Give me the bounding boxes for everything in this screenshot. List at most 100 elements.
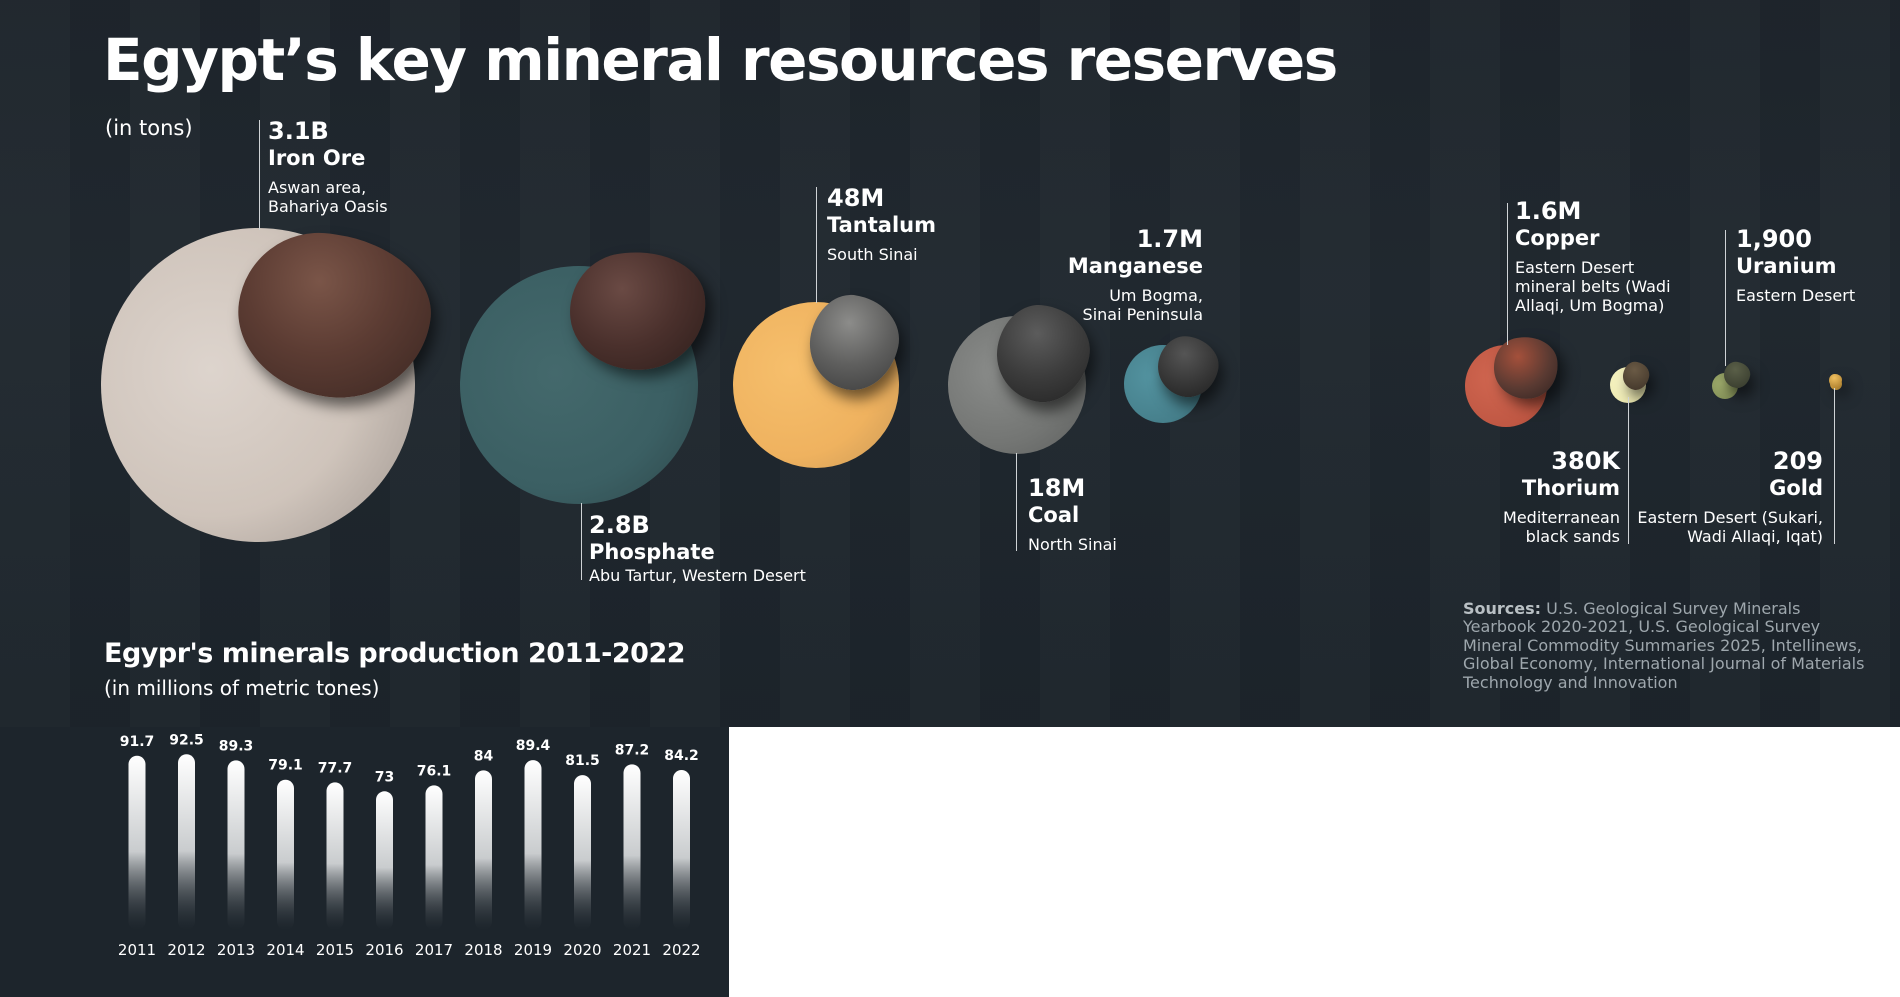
gold-rock (1829, 374, 1842, 387)
x-tick-label: 2016 (365, 941, 403, 959)
bar-2018 (475, 770, 492, 930)
x-tick-label: 2011 (118, 941, 156, 959)
uranium-location-line: Eastern Desert (1736, 285, 1856, 305)
iron-ore-location-line: Aswan area, (268, 177, 367, 197)
bar-2016 (376, 791, 393, 930)
bar-value-label: 76.1 (417, 763, 452, 779)
x-tick-label: 2022 (662, 941, 700, 959)
tantalum-name: Tantalum (827, 212, 936, 237)
coal-leader (1016, 453, 1017, 551)
copper-name: Copper (1515, 225, 1600, 250)
x-tick-label: 2021 (613, 941, 651, 959)
coal-value: 18M (1028, 474, 1086, 502)
x-tick-label: 2014 (266, 941, 304, 959)
background-bottom (0, 727, 729, 997)
manganese-label: 1.7M Manganese Um Bogma, Sinai Peninsula (1067, 225, 1203, 324)
bar-2019 (524, 760, 542, 930)
bar-value-label: 87.2 (615, 742, 650, 758)
uranium-label: 1,900 Uranium Eastern Desert (1736, 225, 1855, 305)
sources-label: Sources: (1463, 599, 1542, 618)
x-tick-label: 2015 (316, 941, 354, 959)
phosphate-label: 2.8B Phosphate Abu Tartur, Western Deser… (589, 511, 806, 585)
thorium-leader (1628, 397, 1629, 544)
gold-location-line: Eastern Desert (Sukari, (1637, 507, 1823, 527)
manganese-location-line: Sinai Peninsula (1082, 304, 1203, 324)
bar-value-label: 84 (474, 748, 494, 764)
uranium-leader (1725, 230, 1726, 366)
phosphate-location-line: Abu Tartur, Western Desert (589, 565, 806, 585)
bar-value-label: 79.1 (268, 758, 303, 774)
x-tick-label: 2012 (167, 941, 205, 959)
bar-value-label: 91.7 (120, 734, 155, 750)
bar-2012 (178, 754, 195, 930)
bar-value-label: 81.5 (565, 753, 600, 769)
phosphate-value: 2.8B (589, 511, 650, 539)
manganese-name: Manganese (1067, 253, 1203, 278)
sources-text: U.S. Geological Survey Minerals Yearbook… (1463, 599, 1865, 692)
iron-ore-label: 3.1B Iron Ore Aswan area, Bahariya Oasis (268, 117, 388, 216)
bar-2015 (326, 782, 344, 930)
uranium-location: Eastern Desert (1736, 286, 1855, 305)
iron-ore-location-line: Bahariya Oasis (268, 196, 388, 216)
bar-value-label: 92.5 (169, 732, 204, 748)
manganese-value: 1.7M (1136, 225, 1203, 253)
gold-label: 209 Gold Eastern Desert (Sukari, Wadi Al… (1637, 447, 1823, 546)
coal-name: Coal (1028, 502, 1080, 527)
bar-value-label: 73 (375, 769, 394, 785)
tantalum-leader (816, 187, 817, 303)
thorium-name: Thorium (1521, 475, 1620, 500)
copper-label: 1.6M Copper Eastern Desert mineral belts… (1515, 197, 1671, 316)
copper-leader (1507, 203, 1508, 345)
gold-location-line: Wadi Allaqi, Iqat) (1687, 526, 1823, 546)
bar-value-label: 84.2 (664, 748, 699, 764)
reserves-unit: (in tons) (105, 116, 193, 140)
thorium-location: Mediterranean black sands (1503, 508, 1620, 546)
thorium-value: 380K (1551, 447, 1620, 475)
coal-location-line: North Sinai (1028, 534, 1117, 554)
bar-2020 (574, 775, 591, 930)
production-title: Egypr's minerals production 2011-2022 (104, 638, 686, 669)
bar-value-label: 77.7 (318, 760, 353, 776)
phosphate-leader (581, 503, 582, 580)
bar-2014 (277, 779, 294, 930)
x-tick-label: 2018 (464, 941, 502, 959)
iron-ore-leader (259, 120, 260, 230)
bar-2013 (227, 760, 245, 930)
uranium-value: 1,900 (1736, 225, 1812, 253)
manganese-location-line: Um Bogma, (1109, 285, 1203, 305)
thorium-location-line: Mediterranean (1503, 507, 1620, 527)
tantalum-location-line: South Sinai (827, 244, 918, 264)
production-bar-chart: 91.7 2011 92.5 2012 89.3 2013 79.1 2014 77.7 2015… (118, 732, 701, 959)
gold-leader (1834, 388, 1835, 544)
bar-2011 (128, 755, 146, 930)
tantalum-location: South Sinai (827, 245, 936, 264)
thorium-location-line: black sands (1525, 526, 1620, 546)
iron-ore-name: Iron Ore (268, 145, 366, 170)
coal-location: North Sinai (1028, 535, 1117, 554)
tantalum-value: 48M (827, 184, 885, 212)
bar-2017 (425, 785, 443, 930)
copper-location-line: Allaqi, Um Bogma) (1515, 296, 1665, 316)
x-tick-label: 2019 (514, 941, 552, 959)
phosphate-name: Phosphate (589, 539, 715, 564)
manganese-location: Um Bogma, Sinai Peninsula (1068, 286, 1203, 324)
x-tick-label: 2013 (217, 941, 255, 959)
tantalum-label: 48M Tantalum South Sinai (827, 184, 936, 264)
copper-location: Eastern Desert mineral belts (Wadi Allaq… (1515, 258, 1671, 316)
bar-value-label: 89.3 (219, 738, 254, 754)
bar-2022 (673, 770, 690, 930)
gold-value: 209 (1772, 447, 1823, 475)
page-title: Egypt’s key mineral resources reserves (103, 26, 1338, 94)
bar-2021 (623, 764, 641, 930)
production-unit: (in millions of metric tones) (104, 676, 380, 700)
gold-location: Eastern Desert (Sukari, Wadi Allaqi, Iqa… (1637, 508, 1823, 546)
x-tick-label: 2017 (415, 941, 453, 959)
iron-ore-value: 3.1B (268, 117, 329, 145)
uranium-name: Uranium (1736, 253, 1837, 278)
sources-note: Sources: U.S. Geological Survey Minerals… (1463, 599, 1873, 692)
copper-location-line: mineral belts (Wadi (1515, 276, 1671, 296)
phosphate-location: Abu Tartur, Western Desert (589, 566, 806, 585)
gold-name: Gold (1769, 475, 1823, 500)
thorium-label: 380K Thorium Mediterranean black sands (1503, 447, 1620, 546)
